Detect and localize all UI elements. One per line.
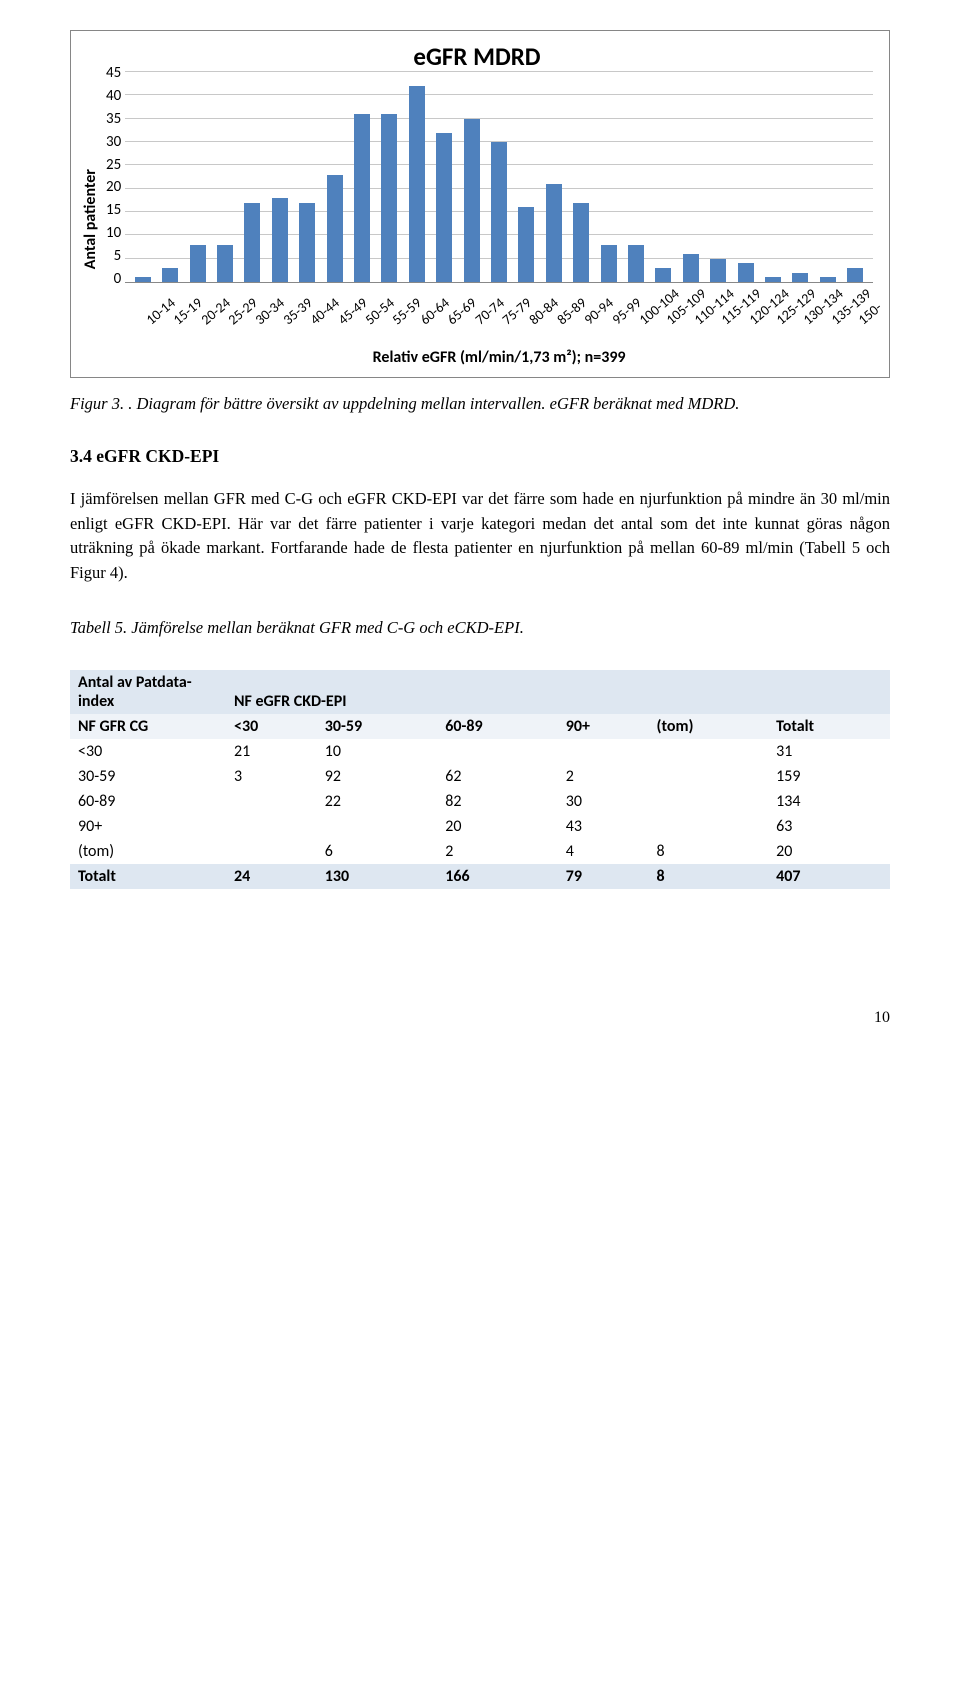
- bar: [354, 114, 370, 282]
- table-caption: Tabell 5. Jämförelse mellan beräknat GFR…: [70, 616, 890, 640]
- chart-container: eGFR MDRD Antal patienter 45403530252015…: [70, 30, 890, 378]
- x-axis-ticks: 10-1415-1920-2425-2930-3435-3940-4445-49…: [125, 283, 873, 302]
- y-axis-ticks: 454035302520151050: [106, 64, 121, 288]
- bar: [710, 259, 726, 282]
- bar: [409, 86, 425, 282]
- bar: [299, 203, 315, 282]
- bar: [738, 263, 754, 282]
- col-header: (tom): [649, 714, 769, 739]
- table-row: (tom)624820: [70, 839, 890, 864]
- bar: [820, 277, 836, 282]
- table-col-group: NF eGFR CKD-EPI: [226, 670, 890, 714]
- bar: [628, 245, 644, 282]
- bar: [244, 203, 260, 282]
- bar: [162, 268, 178, 282]
- x-axis-label: Relativ eGFR (ml/min/1,73 m²); n=399: [125, 348, 873, 367]
- bar: [272, 198, 288, 282]
- bar: [683, 254, 699, 282]
- y-axis-label: Antal patienter: [81, 169, 100, 269]
- section-heading: 3.4 eGFR CKD-EPI: [70, 446, 890, 467]
- bar: [135, 277, 151, 282]
- bar: [327, 175, 343, 282]
- bar: [190, 245, 206, 282]
- bar: [573, 203, 589, 282]
- bar: [464, 119, 480, 282]
- table-row: <30211031: [70, 739, 890, 764]
- bar: [217, 245, 233, 282]
- bar: [655, 268, 671, 282]
- col-header: 60-89: [437, 714, 557, 739]
- bar: [436, 133, 452, 282]
- table-row: 30-59392622159: [70, 764, 890, 789]
- col-header: 30-59: [317, 714, 437, 739]
- bar: [792, 273, 808, 282]
- chart-title: eGFR MDRD: [81, 41, 873, 72]
- bar: [491, 142, 507, 282]
- bar: [546, 184, 562, 282]
- bar: [381, 114, 397, 282]
- chart-plot-area: [125, 72, 873, 283]
- body-paragraph: I jämförelsen mellan GFR med C-G och eGF…: [70, 487, 890, 586]
- col-header: 90+: [558, 714, 649, 739]
- table-row: 60-89228230134: [70, 789, 890, 814]
- row-header: NF GFR CG: [70, 714, 226, 739]
- bar: [765, 277, 781, 282]
- bar: [601, 245, 617, 282]
- table-corner: Antal av Patdata-index: [70, 670, 226, 714]
- page-number: 10: [70, 1009, 890, 1027]
- figure-caption: Figur 3. . Diagram för bättre översikt a…: [70, 392, 890, 416]
- table-row: 90+204363: [70, 814, 890, 839]
- bar: [847, 268, 863, 282]
- col-header: Totalt: [768, 714, 890, 739]
- comparison-table: Antal av Patdata-index NF eGFR CKD-EPI N…: [70, 670, 890, 889]
- col-header: <30: [226, 714, 317, 739]
- bar: [518, 207, 534, 282]
